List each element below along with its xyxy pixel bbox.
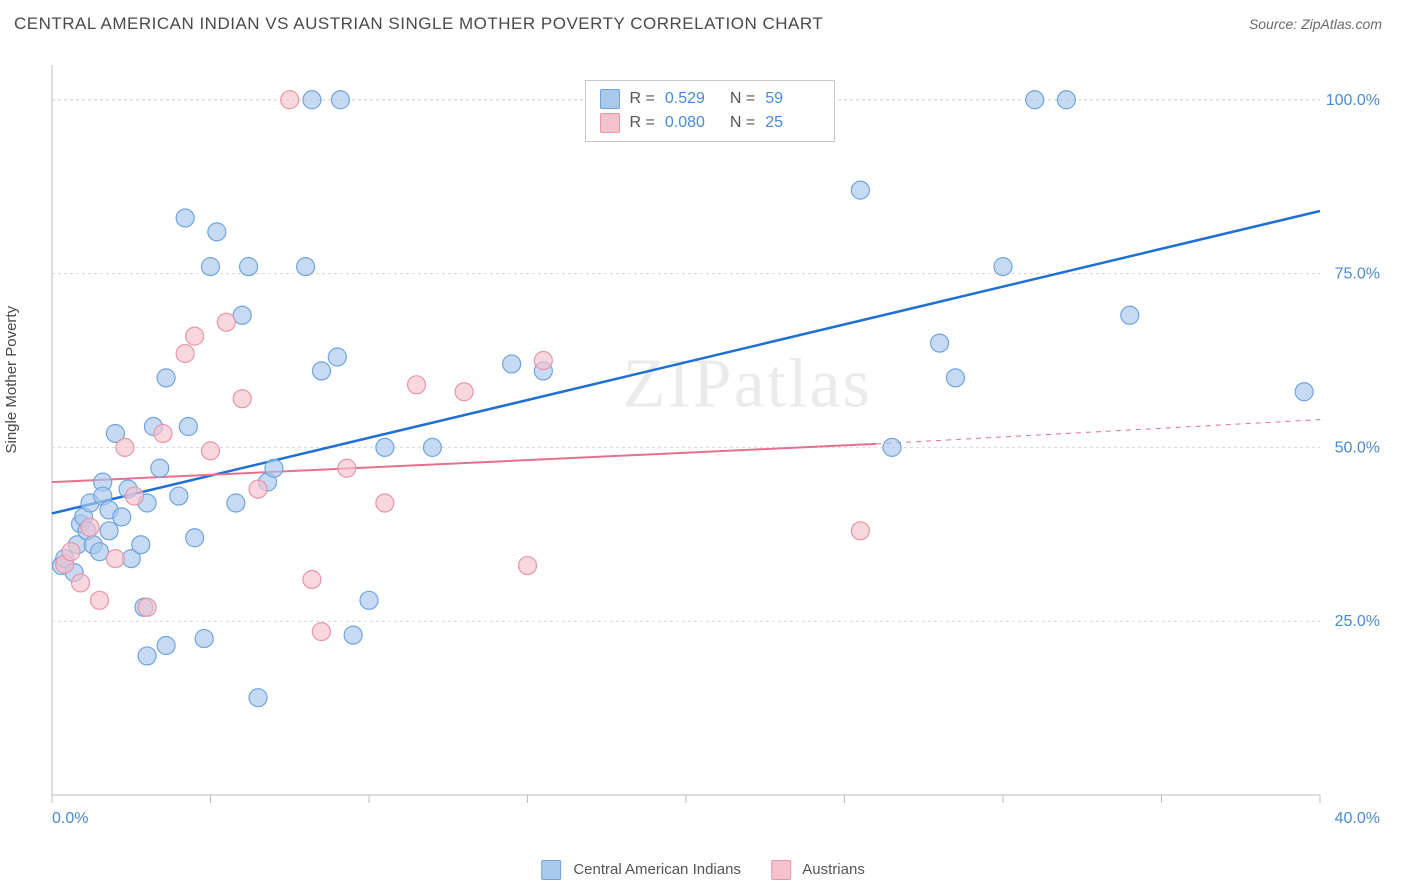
svg-text:75.0%: 75.0% — [1335, 266, 1380, 283]
svg-text:25.0%: 25.0% — [1335, 613, 1380, 630]
svg-text:0.0%: 0.0% — [52, 810, 88, 827]
scatter-plot: 25.0% 50.0% 75.0% 100.0% 0.0% 40.0% ZIPatlas — [50, 55, 1390, 835]
legend-r-value: 0.080 — [665, 114, 720, 132]
legend-r-value: 0.529 — [665, 90, 720, 108]
svg-text:ZIPatlas: ZIPatlas — [623, 346, 872, 423]
svg-text:50.0%: 50.0% — [1335, 439, 1380, 456]
legend-swatch-icon — [541, 860, 561, 880]
legend-swatch-icon — [600, 113, 620, 133]
legend-item-2: Austrians — [771, 860, 865, 880]
legend-label: Central American Indians — [573, 861, 741, 878]
bottom-legend: Central American Indians Austrians — [541, 860, 865, 880]
svg-text:100.0%: 100.0% — [1326, 92, 1380, 109]
correlation-legend: R = 0.529 N = 59 R = 0.080 N = 25 — [585, 80, 836, 142]
chart-header: CENTRAL AMERICAN INDIAN VS AUSTRIAN SING… — [0, 0, 1406, 42]
legend-n-label: N = — [730, 90, 755, 108]
legend-r-label: R = — [630, 90, 655, 108]
legend-swatch-icon — [771, 860, 791, 880]
source-label: Source: ZipAtlas.com — [1249, 16, 1382, 32]
legend-r-label: R = — [630, 114, 655, 132]
legend-item-1: Central American Indians — [541, 860, 741, 880]
legend-n-value: 25 — [765, 114, 820, 132]
legend-swatch-icon — [600, 89, 620, 109]
legend-n-label: N = — [730, 114, 755, 132]
svg-text:40.0%: 40.0% — [1335, 810, 1380, 827]
y-axis-label: Single Mother Poverty — [3, 306, 20, 454]
chart-area: Single Mother Poverty 25.0%50.0%75.0%100… — [50, 55, 1390, 835]
legend-label: Austrians — [802, 861, 865, 878]
legend-n-value: 59 — [765, 90, 820, 108]
chart-title: CENTRAL AMERICAN INDIAN VS AUSTRIAN SING… — [14, 14, 823, 34]
